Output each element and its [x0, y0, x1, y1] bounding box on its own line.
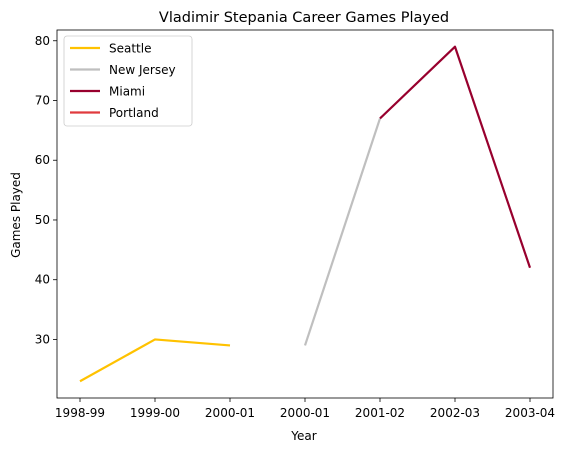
y-axis-label: Games Played	[9, 172, 23, 258]
series-line-new-jersey	[303, 118, 382, 346]
y-axis-ticks: 30 40 50 60 70 80	[35, 34, 57, 346]
y-tick-label: 80	[35, 34, 50, 48]
y-tick-label: 60	[35, 153, 50, 167]
x-tick-label: 1999-00	[130, 406, 180, 420]
legend-label: Miami	[109, 85, 145, 99]
x-tick-label: 2003-04	[505, 406, 555, 420]
legend-label: Seattle	[109, 42, 151, 56]
legend-label: Portland	[109, 106, 159, 120]
x-tick-label: 2002-03	[430, 406, 480, 420]
legend: Seattle New Jersey Miami Portland	[63, 35, 193, 127]
y-tick-label: 50	[35, 213, 50, 227]
x-axis-ticks: 1998-99 1999-00 2000-01 2000-01 2001-02 2002-…	[55, 398, 555, 420]
series-line-seattle	[79, 338, 231, 383]
legend-box	[63, 35, 193, 127]
series-lines	[79, 45, 532, 383]
y-tick-label: 40	[35, 273, 50, 287]
series-line-miami	[379, 45, 532, 269]
plot-frame	[56, 29, 554, 399]
x-tick-label: 2001-02	[355, 406, 405, 420]
x-tick-label: 1998-99	[55, 406, 105, 420]
y-tick-label: 30	[35, 332, 50, 346]
chart-title: Vladimir Stepania Career Games Played	[159, 10, 449, 26]
x-tick-label: 2000-01	[280, 406, 330, 420]
legend-label: New Jersey	[109, 63, 176, 77]
x-tick-label: 2000-01	[205, 406, 255, 420]
y-tick-label: 70	[35, 93, 50, 107]
x-axis-label: Year	[290, 429, 316, 443]
